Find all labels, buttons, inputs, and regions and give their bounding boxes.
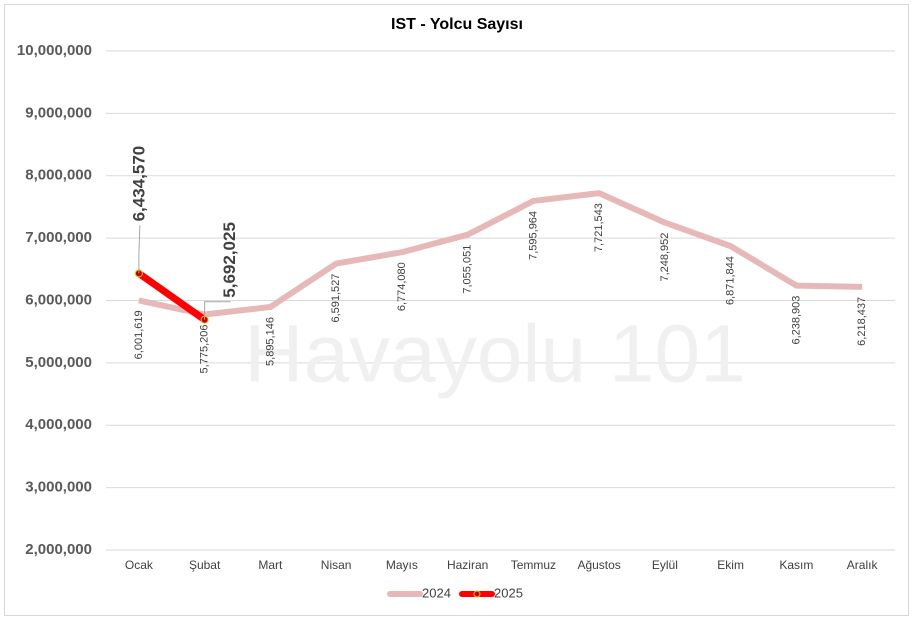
watermark: Havayolu 101: [244, 309, 745, 400]
x-tick-label: Nisan: [321, 558, 352, 572]
legend-item: 2024: [387, 585, 451, 600]
y-tick-label: 2,000,000: [25, 541, 92, 558]
data-label: 6,871,844: [725, 256, 737, 305]
y-tick-label: 8,000,000: [25, 167, 92, 184]
chart-border: [4, 4, 909, 616]
x-tick-label: Şubat: [189, 558, 221, 572]
x-tick-label: Ağustos: [577, 558, 620, 572]
data-label: 5,692,025: [220, 222, 239, 298]
leader-line: [138, 225, 141, 274]
x-tick-label: Kasım: [779, 558, 813, 572]
legend-marker: [473, 590, 481, 598]
data-label: 7,248,952: [659, 233, 671, 282]
legend-item: 2025: [459, 585, 523, 600]
data-label: 6,434,570: [129, 146, 148, 222]
x-tick-label: Mart: [258, 558, 283, 572]
y-tick-label: 6,000,000: [25, 291, 92, 308]
data-label: 7,721,543: [593, 203, 605, 252]
legend-label: 2025: [494, 585, 523, 600]
x-tick-label: Ocak: [125, 558, 154, 572]
y-tick-label: 10,000,000: [17, 42, 92, 59]
series-line: [138, 190, 863, 318]
data-label: 6,774,080: [396, 262, 408, 311]
x-tick-label: Aralık: [847, 558, 879, 572]
leader-line: [204, 301, 231, 320]
chart-title: IST - Yolcu Sayısı: [391, 16, 523, 33]
data-label: 7,055,051: [462, 245, 474, 294]
x-tick-label: Ekim: [717, 558, 744, 572]
y-tick-label: 4,000,000: [25, 416, 92, 433]
data-label: 7,595,964: [527, 211, 539, 260]
data-label: 5,895,146: [264, 317, 276, 366]
x-tick-label: Haziran: [447, 558, 488, 572]
x-tick-label: Temmuz: [511, 558, 556, 572]
data-label: 6,238,903: [790, 296, 802, 345]
legend-label: 2024: [422, 585, 451, 600]
y-tick-label: 5,000,000: [25, 354, 92, 371]
x-tick-label: Mayıs: [386, 558, 418, 572]
data-label: 5,775,206: [199, 325, 211, 374]
x-tick-label: Eylül: [652, 558, 678, 572]
y-tick-label: 3,000,000: [25, 479, 92, 496]
data-label: 6,218,437: [856, 297, 868, 346]
data-label: 6,001,619: [133, 310, 145, 359]
series-line: [136, 270, 207, 323]
y-tick-label: 9,000,000: [25, 104, 92, 121]
data-label: 6,591,527: [330, 274, 342, 323]
y-tick-label: 7,000,000: [25, 229, 92, 246]
